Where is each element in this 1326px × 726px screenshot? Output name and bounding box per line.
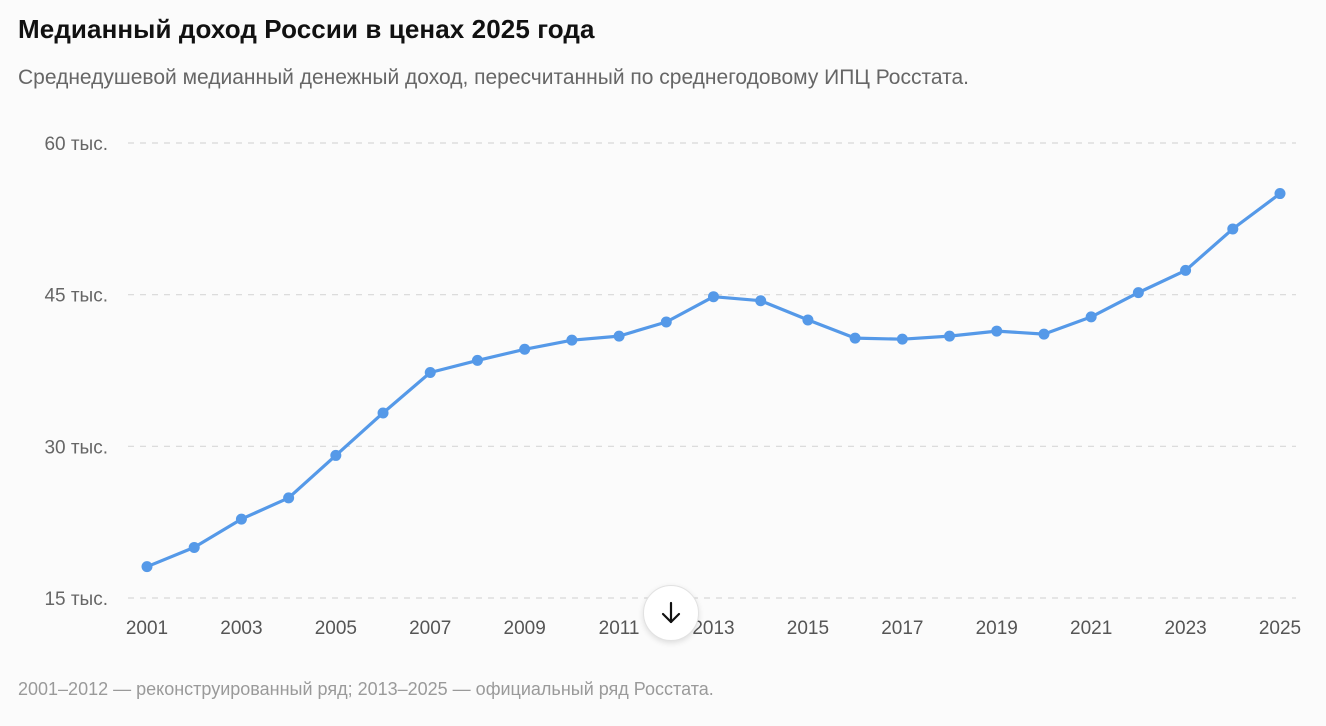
y-axis-ticks: 15 тыс. 30 тыс. 45 тыс. 60 тыс. [44,134,108,610]
data-point[interactable] [283,492,295,504]
x-tick-label: 2019 [976,618,1018,639]
data-point[interactable] [613,330,625,342]
data-point[interactable] [755,295,767,307]
series-line [145,192,1282,569]
x-tick-label: 2005 [315,618,357,639]
y-tick-label: 15 тыс. [44,589,108,610]
data-point[interactable] [1274,188,1286,200]
data-point[interactable] [660,316,672,328]
x-tick-label: 2021 [1070,618,1112,639]
x-tick-label: 2007 [409,618,451,639]
data-point[interactable] [424,367,436,379]
data-point[interactable] [1038,328,1050,340]
grid-lines [128,142,1296,599]
data-point[interactable] [802,314,814,326]
data-point[interactable] [896,333,908,345]
x-axis-ticks: 2001 2003 2005 2007 2009 2011 2013 2015 2017 2019… [126,618,1301,639]
x-tick-label: 2001 [126,618,168,639]
x-tick-label: 2009 [504,618,546,639]
chart-title: Медианный доход России в ценах 2025 года [18,14,595,44]
line-chart: 15 тыс.30 тыс.45 тыс.60 тыс. 2001 2003 200… [44,134,1301,639]
chart-subtitle: Среднедушевой медианный денежный доход, … [18,66,969,89]
y-tick-label: 45 тыс. [44,286,108,307]
data-point[interactable] [1180,264,1192,276]
data-point[interactable] [235,513,247,525]
data-point[interactable] [1085,311,1097,323]
x-tick-label: 2023 [1164,618,1206,639]
data-point[interactable] [330,449,342,461]
data-point[interactable] [849,332,861,344]
series-income [141,188,1286,573]
data-point[interactable] [1132,287,1144,299]
data-point[interactable] [519,343,531,355]
y-tick-label: 30 тыс. [44,437,108,458]
x-tick-label: 2025 [1259,618,1301,639]
data-point[interactable] [471,354,483,366]
x-tick-label: 2013 [692,618,734,639]
x-tick-label: 2017 [881,618,923,639]
data-point[interactable] [944,330,956,342]
data-point[interactable] [377,407,389,419]
x-tick-label: 2003 [220,618,262,639]
scroll-down-button[interactable] [643,585,699,641]
data-point[interactable] [188,541,200,553]
data-point[interactable] [991,325,1003,337]
source-note: 2001–2012 — реконструированный ряд; 2013… [18,679,714,699]
x-tick-label: 2011 [599,618,640,639]
x-tick-label: 2015 [787,618,829,639]
data-point[interactable] [566,334,578,346]
y-tick-label: 60 тыс. [44,134,108,155]
data-point[interactable] [141,561,153,573]
data-point[interactable] [1227,223,1239,235]
data-point[interactable] [708,291,719,303]
arrow-down-icon [661,601,681,624]
